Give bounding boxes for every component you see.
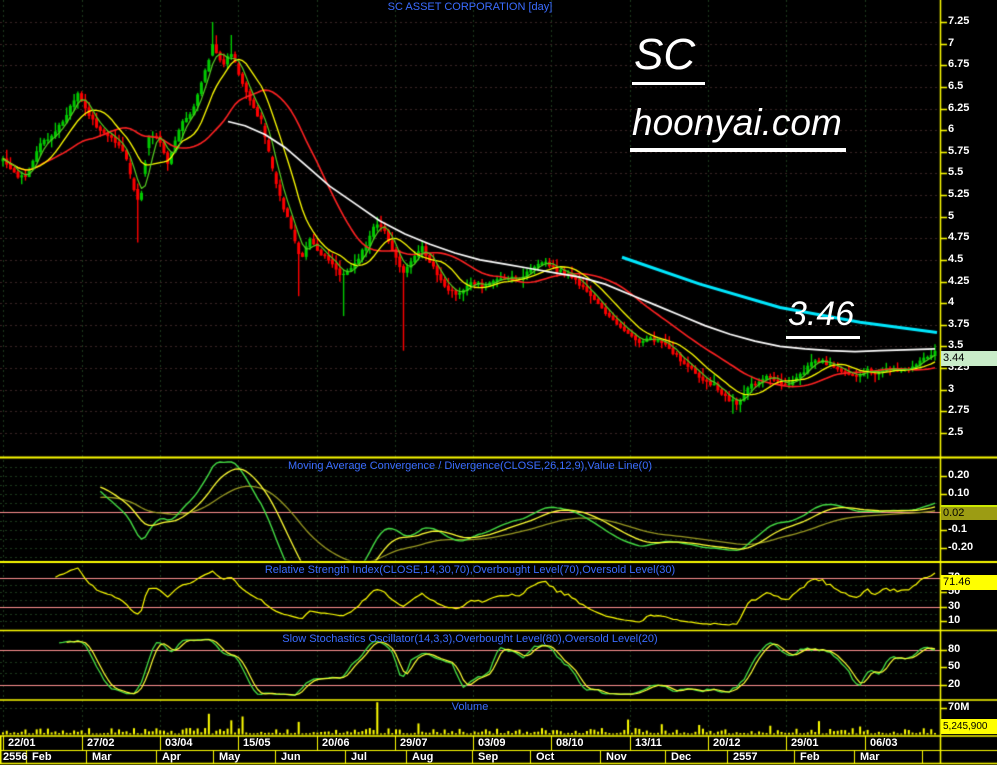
month-label: Jul	[351, 751, 367, 763]
macd-value-box: 0.02	[941, 505, 997, 520]
volume-axis-tick: 70M	[948, 701, 970, 713]
price-axis-tick: 6.5	[948, 79, 964, 92]
month-label: May	[219, 751, 241, 763]
watermark-symbol: SC	[632, 30, 706, 85]
price-axis-tick: 2.75	[948, 404, 970, 417]
date-tick-label: 03/04	[165, 737, 193, 749]
month-label: Aug	[412, 751, 434, 763]
month-label: Nov	[606, 751, 627, 763]
month-label: Feb	[800, 751, 820, 763]
date-tick-label: 13/11	[635, 737, 662, 749]
macd-panel-label: Moving Average Convergence / Divergence(…	[287, 460, 653, 472]
price-axis-tick: 2.5	[948, 425, 964, 438]
price-axis-tick: 6	[948, 123, 955, 136]
month-label: Sep	[478, 751, 499, 763]
month-label: Mar	[92, 751, 112, 763]
month-label: Mar	[860, 751, 880, 763]
price-axis-tick: 6.25	[948, 101, 970, 114]
price-axis-tick: 5.5	[948, 166, 964, 179]
volume-panel-label: Volume	[451, 701, 489, 713]
stoch-panel-label: Slow Stochastics Oscillator(14,3,3),Over…	[282, 633, 658, 645]
price-axis-tick: 6.75	[948, 58, 970, 71]
price-axis-tick: 5	[948, 209, 955, 222]
price-axis-tick: 5.25	[948, 188, 970, 200]
price-axis-tick: 3	[948, 382, 955, 395]
price-axis-tick: 3.5	[948, 339, 964, 352]
price-axis-tick: 3.75	[948, 317, 970, 330]
price-axis-tick: 7	[948, 36, 955, 49]
price-axis-tick: 4.75	[948, 231, 970, 244]
month-label: Apr	[162, 751, 181, 763]
trendline-value-label: 3.46	[786, 295, 861, 339]
date-tick-label: 08/10	[556, 737, 584, 749]
stoch-axis-tick: 50	[948, 660, 961, 673]
macd-axis-tick: 0.20	[948, 469, 970, 481]
stoch-axis-tick: 80	[948, 643, 961, 655]
rsi-panel-label: Relative Strength Index(CLOSE,14,30,70),…	[264, 564, 676, 576]
macd-axis-tick: 0.10	[948, 487, 970, 499]
watermark-site: hoonyai.com	[630, 102, 846, 152]
month-label: Oct	[536, 751, 555, 763]
date-tick-label: 06/03	[870, 737, 898, 749]
date-tick-label: 20/06	[322, 737, 350, 749]
macd-axis-tick: -0.20	[948, 541, 974, 553]
stoch-axis-tick: 20	[948, 677, 961, 690]
volume-value-box: 5,245,900	[941, 719, 997, 734]
date-tick-label: 03/09	[478, 737, 506, 749]
month-label: Feb	[32, 751, 52, 763]
price-axis-tick: 4	[948, 296, 955, 309]
chart-title: SC ASSET CORPORATION [day]	[387, 1, 553, 13]
price-axis-tick: 5.75	[948, 144, 970, 157]
month-label: Jun	[281, 751, 301, 763]
price-axis-tick: 4.5	[948, 252, 964, 265]
month-label: 2556	[3, 751, 28, 763]
month-label: 2557	[733, 751, 758, 763]
rsi-value-box: 71.46	[941, 575, 997, 590]
date-tick-label: 29/07	[400, 737, 428, 749]
price-axis-tick: 7.25	[948, 15, 970, 27]
last-price-box: 3.44	[941, 351, 997, 366]
price-axis-tick: 4.25	[948, 274, 970, 287]
date-tick-label: 15/05	[243, 737, 271, 749]
date-tick-label: 20/12	[713, 737, 741, 749]
rsi-axis-tick: 10	[948, 614, 961, 627]
month-label: Dec	[671, 751, 692, 763]
date-tick-label: 27/02	[87, 737, 115, 749]
date-tick-label: 22/01	[8, 737, 36, 749]
macd-axis-tick: -0.1	[948, 523, 967, 535]
date-tick-label: 29/01	[791, 737, 819, 749]
rsi-axis-tick: 30	[948, 599, 961, 612]
